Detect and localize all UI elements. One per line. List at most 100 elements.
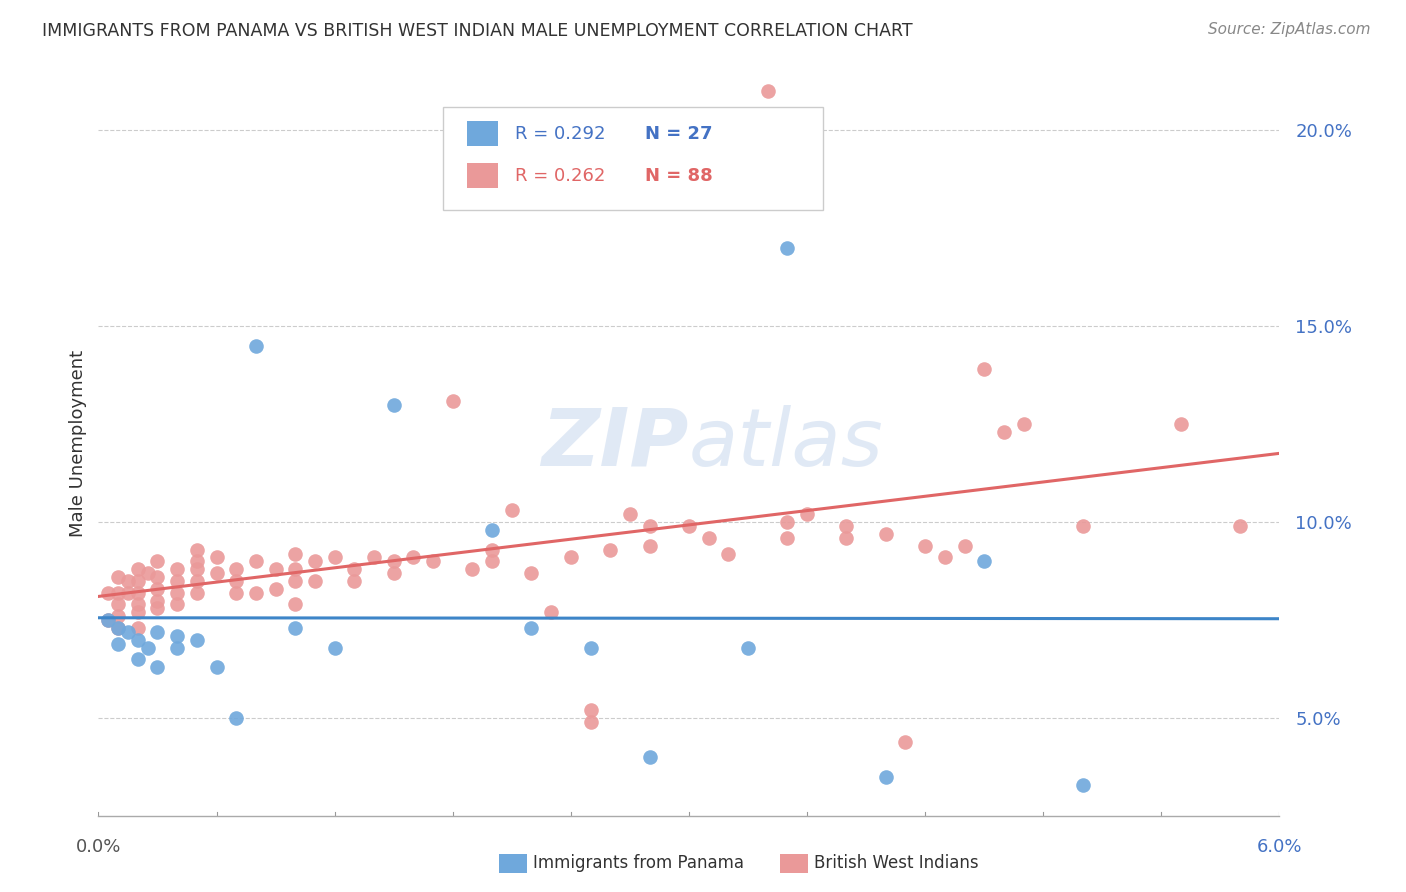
Point	[402, 550, 425, 565]
Point	[481, 542, 503, 557]
Point	[127, 632, 149, 647]
Point	[146, 601, 169, 615]
Point	[166, 629, 188, 643]
Point	[993, 425, 1015, 439]
Point	[520, 566, 543, 581]
Point	[934, 550, 956, 565]
Point	[875, 770, 897, 784]
Point	[776, 531, 799, 545]
Point	[737, 640, 759, 655]
Point	[638, 539, 661, 553]
Point	[323, 550, 346, 565]
Text: 6.0%: 6.0%	[1257, 838, 1302, 855]
Point	[796, 508, 818, 522]
Point	[599, 542, 621, 557]
Point	[146, 554, 169, 568]
Point	[284, 547, 307, 561]
Text: atlas: atlas	[689, 405, 884, 483]
Point	[166, 585, 188, 599]
Text: N = 88: N = 88	[645, 167, 713, 185]
Point	[97, 585, 120, 599]
Point	[501, 503, 523, 517]
Point	[205, 550, 228, 565]
Point	[97, 613, 120, 627]
Point	[245, 339, 267, 353]
Text: Immigrants from Panama: Immigrants from Panama	[533, 855, 744, 872]
Point	[422, 554, 444, 568]
Point	[343, 562, 366, 576]
Point	[776, 515, 799, 529]
Point	[737, 162, 759, 177]
Point	[127, 574, 149, 588]
Point	[127, 652, 149, 666]
Point	[619, 508, 641, 522]
Text: ZIP: ZIP	[541, 405, 689, 483]
Point	[146, 660, 169, 674]
Point	[382, 398, 405, 412]
Point	[245, 585, 267, 599]
Point	[835, 531, 858, 545]
Point	[520, 621, 543, 635]
Point	[973, 362, 995, 376]
Point	[127, 598, 149, 612]
Point	[284, 574, 307, 588]
Point	[146, 582, 169, 596]
Y-axis label: Male Unemployment: Male Unemployment	[69, 351, 87, 537]
Point	[225, 711, 247, 725]
Point	[304, 554, 326, 568]
Point	[461, 562, 484, 576]
Point	[225, 585, 247, 599]
Point	[205, 566, 228, 581]
Text: N = 27: N = 27	[645, 125, 713, 143]
Point	[323, 640, 346, 655]
Point	[117, 585, 139, 599]
Point	[717, 547, 740, 561]
Point	[481, 523, 503, 537]
Point	[127, 605, 149, 619]
Point	[776, 241, 799, 255]
Point	[107, 585, 129, 599]
Point	[146, 593, 169, 607]
Point	[97, 613, 120, 627]
Point	[284, 598, 307, 612]
Point	[107, 621, 129, 635]
Point	[186, 554, 208, 568]
Point	[107, 637, 129, 651]
Point	[540, 605, 562, 619]
Point	[245, 554, 267, 568]
Point	[264, 562, 287, 576]
Point	[1012, 417, 1035, 432]
Point	[186, 585, 208, 599]
Point	[1071, 519, 1094, 533]
Point	[953, 539, 976, 553]
Point	[107, 570, 129, 584]
Point	[363, 550, 385, 565]
Point	[166, 640, 188, 655]
Point	[284, 562, 307, 576]
Point	[579, 640, 602, 655]
Point	[186, 542, 208, 557]
Point	[343, 574, 366, 588]
Point	[284, 621, 307, 635]
Point	[225, 562, 247, 576]
Point	[382, 566, 405, 581]
Point	[117, 574, 139, 588]
Point	[146, 570, 169, 584]
Point	[136, 640, 159, 655]
Point	[127, 585, 149, 599]
Text: IMMIGRANTS FROM PANAMA VS BRITISH WEST INDIAN MALE UNEMPLOYMENT CORRELATION CHAR: IMMIGRANTS FROM PANAMA VS BRITISH WEST I…	[42, 22, 912, 40]
Text: R = 0.262: R = 0.262	[515, 167, 605, 185]
Point	[166, 574, 188, 588]
Point	[835, 519, 858, 533]
Point	[117, 624, 139, 639]
Text: Source: ZipAtlas.com: Source: ZipAtlas.com	[1208, 22, 1371, 37]
Point	[1170, 417, 1192, 432]
Point	[638, 750, 661, 764]
Point	[697, 531, 720, 545]
Point	[579, 715, 602, 730]
Text: R = 0.292: R = 0.292	[515, 125, 605, 143]
Point	[1229, 519, 1251, 533]
Point	[186, 574, 208, 588]
Text: 0.0%: 0.0%	[76, 838, 121, 855]
Text: British West Indians: British West Indians	[814, 855, 979, 872]
